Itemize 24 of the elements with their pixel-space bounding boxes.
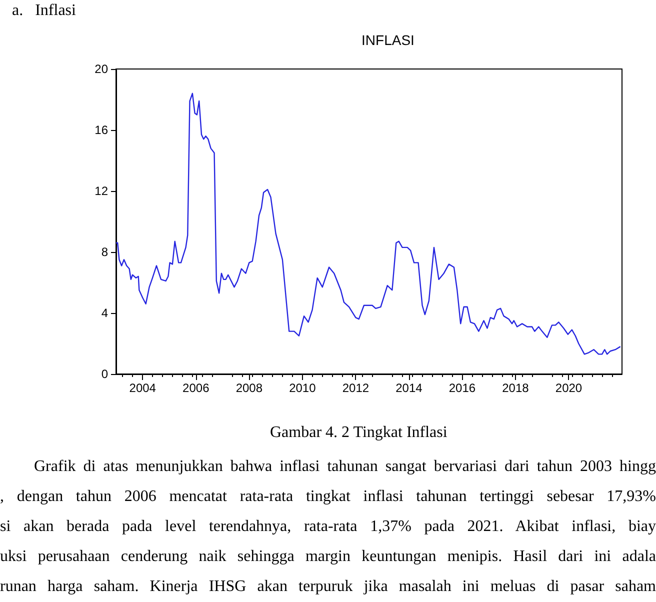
y-tick-label: 12 [94, 184, 108, 198]
y-tick-label: 0 [101, 367, 108, 381]
x-tick-label: 2016 [448, 381, 476, 395]
line-series [115, 92, 621, 355]
x-tick-label: 2004 [129, 381, 156, 395]
text: a. Inflasi [12, 2, 76, 20]
text: uksi perusahaan cenderung naik sehingga margin keuntungan menipis. Hasil dari ini adala [0, 548, 656, 567]
text: Gambar 4. 2 Tingkat Inflasi [270, 424, 448, 442]
y-tick-label: 20 [94, 62, 108, 76]
x-tick-label: 2018 [502, 381, 530, 395]
text: runan harga saham. Kinerja IHSG akan terpuruk jika masalah ini meluas di pasar saham [0, 578, 656, 597]
x-tick-label: 2020 [555, 381, 582, 395]
x-tick-label: 2008 [236, 381, 263, 395]
y-tick-label: 8 [101, 245, 108, 259]
x-tick-label: 2014 [396, 381, 423, 395]
text: si akan berada pada level terendahnya, rata-rata 1,37% pada 2021. Akibat inflasi, biay [0, 518, 656, 537]
text: Grafik di atas menunjukkan bahwa inflasi tahunan sangat bervariasi dari tahun 2003 hingg [34, 458, 656, 477]
x-tick-label: 2012 [342, 381, 370, 395]
y-tick-label: 16 [94, 123, 108, 137]
y-tick-label: 4 [101, 306, 108, 320]
text: , dengan tahun 2006 mencatat rata-rata tingkat inflasi tahunan tertinggi sebesar 17,93% [0, 488, 656, 507]
x-tick-label: 2006 [182, 381, 210, 395]
x-tick-label: 2010 [289, 381, 316, 395]
chart-title: INFLASI [362, 32, 414, 48]
